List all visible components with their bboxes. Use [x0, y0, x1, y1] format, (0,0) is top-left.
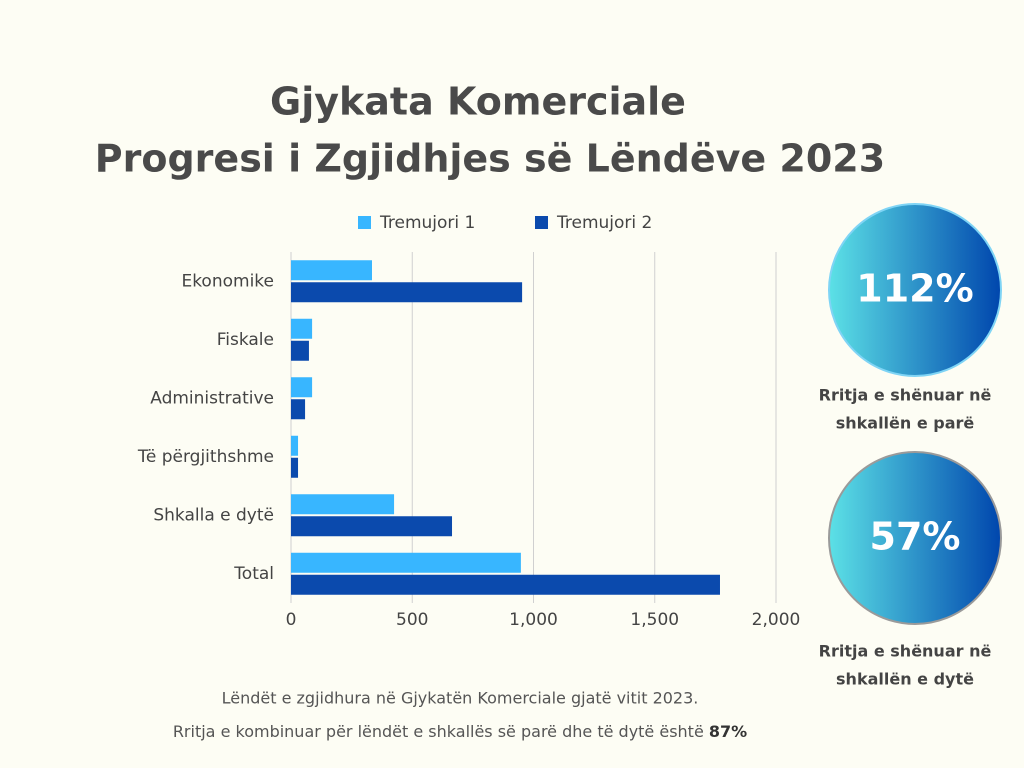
chart-title: Gjykata Komerciale [270, 80, 686, 124]
bar [291, 318, 313, 339]
legend-swatch [535, 216, 548, 229]
stat-caption: shkallën e dytë [836, 670, 974, 689]
bar [291, 340, 309, 361]
bar [291, 574, 720, 595]
chart-subtitle: Progresi i Zgjidhjes së Lëndëve 2023 [95, 137, 885, 181]
stat-value: 112% [856, 267, 973, 311]
footer-text: Rritja e kombinuar për lëndët e shkallës… [173, 722, 704, 741]
x-tick-label: 1,500 [630, 610, 679, 630]
y-tick-label: Fiskale [217, 330, 274, 350]
bar [291, 457, 299, 478]
bar [291, 260, 372, 281]
legend-label: Tremujori 1 [379, 213, 475, 233]
bar [291, 494, 395, 515]
stat-circle [828, 451, 1002, 625]
bar [291, 377, 313, 398]
footer-highlight: 87% [709, 722, 747, 741]
stat-value: 57% [870, 515, 961, 559]
stat-caption: shkallën e parë [836, 414, 975, 433]
bar [291, 435, 299, 456]
y-tick-label: Shkalla e dytë [153, 505, 274, 525]
legend-label: Tremujori 2 [556, 213, 652, 233]
y-tick-label: Të përgjithshme [137, 447, 274, 467]
stat-caption: Rritja e shënuar në [819, 386, 992, 405]
x-tick-label: 1,000 [509, 610, 558, 630]
bar [291, 282, 523, 303]
y-tick-label: Ekonomike [181, 271, 274, 291]
y-tick-label: Total [233, 564, 274, 584]
y-tick-label: Administrative [150, 388, 274, 408]
footer-line: Lëndët e zgjidhura në Gjykatën Komercial… [222, 689, 699, 708]
stat-caption: Rritja e shënuar në [819, 642, 992, 661]
bar [291, 399, 306, 420]
bar [291, 516, 453, 537]
bar [291, 552, 521, 573]
x-tick-label: 0 [286, 610, 297, 630]
legend-swatch [358, 216, 371, 229]
stat-circle [828, 203, 1002, 377]
footer-line: Rritja e kombinuar për lëndët e shkallës… [173, 722, 747, 741]
plot: 0 500 1,000 1,500 2,000 Tremujori 1 Tremujori … [137, 213, 800, 630]
x-tick-label: 500 [396, 610, 428, 630]
x-tick-label: 2,000 [752, 610, 801, 630]
